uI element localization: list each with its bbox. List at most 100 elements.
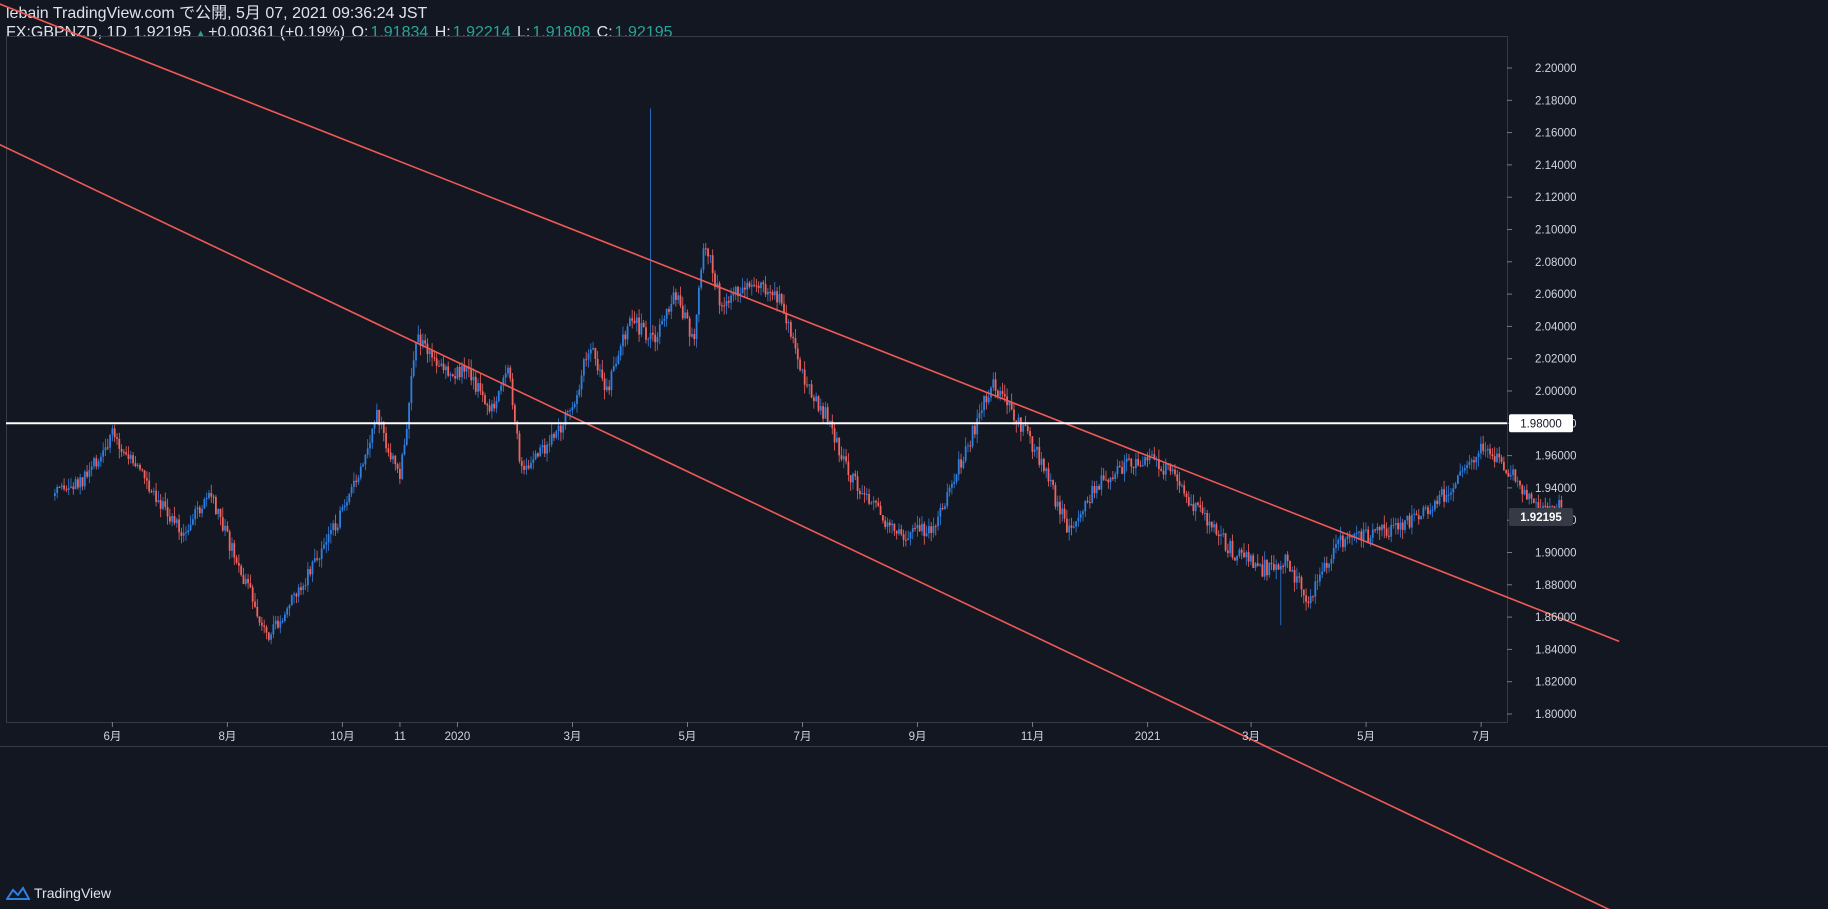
candle-body [838,437,841,456]
candle-body [806,384,808,386]
candle-body [858,490,861,495]
candle-body [76,479,79,488]
candle-body [976,418,979,435]
candle-body [1185,493,1188,498]
candle-body [1279,565,1282,570]
price-tick-label: 2.14000 [1535,160,1577,172]
candle-body [1144,457,1146,465]
candle-body [451,374,454,376]
candle-body [254,601,256,607]
price-tick-label: 2.20000 [1535,63,1577,75]
candle-body [1284,554,1287,567]
candle-body [1183,485,1186,494]
candle-body [582,359,585,376]
level-label: 1.98000 [1520,418,1562,430]
drawing-lines[interactable] [0,0,1620,909]
candle-body [1429,510,1432,514]
candle-body [1371,529,1374,538]
candle-body [532,459,535,463]
candle-body [1238,549,1241,556]
candle-body [1125,458,1128,462]
candle-body [1314,581,1317,597]
candle-body [166,506,169,517]
candle-body [1523,489,1526,495]
candle-body [504,373,507,378]
time-axis[interactable]: 6月 8月 10月 11 2020 3月 5月 7月 9月 11月 2021 3月 5月 7月 [103,722,1490,743]
candle-body [198,507,201,514]
candle-body [877,502,880,506]
candle-body [1022,424,1025,432]
lower-trendline[interactable] [0,133,1619,909]
candle-body [67,487,70,490]
candle-body [116,437,118,439]
candle-body [950,483,953,488]
candle-body [762,282,765,285]
candle-body [1381,524,1383,531]
candle-body [1217,534,1220,537]
candle-body [256,606,259,617]
candle-body [907,538,910,541]
candle-body [1197,502,1199,505]
candle-body [1452,488,1455,493]
candle-body [833,428,836,443]
candle-body [500,385,502,391]
candle-body [442,363,445,371]
candle-body [819,406,822,411]
candle-body [1401,522,1404,530]
candle-body [840,455,843,460]
candle-body [346,502,348,506]
candle-body [923,523,926,537]
candle-body [419,334,422,347]
candle-body [1141,464,1144,466]
candle-body [1208,521,1211,526]
candle-body [573,404,576,408]
candle-body [1353,533,1356,537]
candle-body [872,500,875,503]
candle-body [224,525,226,531]
candle-body [852,473,854,483]
candle-body [812,397,815,402]
candle-body [1427,507,1429,514]
candle-body [325,542,328,545]
candle-body [566,410,569,412]
candle-body [1054,484,1057,507]
candle-body [691,334,693,337]
candle-body [1116,466,1119,475]
candle-body [1413,513,1416,515]
candle-body [1445,494,1448,502]
candle-body [58,486,61,488]
candle-body [753,284,755,286]
upper-trendline[interactable] [0,0,1620,643]
candle-body [242,575,245,585]
candle-body [493,403,496,409]
candle-body [1256,563,1259,566]
candle-body [1404,520,1406,530]
candle-body [435,358,438,366]
candle-body [150,491,153,493]
candle-body [1309,596,1312,604]
price-axis[interactable]: 2.20000 2.18000 2.16000 2.14000 2.12000 2.100… [1507,63,1577,721]
candle-body [1477,453,1480,457]
candle-body [497,390,500,402]
candle-body [628,318,631,327]
candle-body [1433,500,1436,510]
candle-body [336,527,339,531]
candle-body [1307,601,1310,604]
candle-body [895,530,898,534]
candle-body [1105,479,1107,481]
tradingview-logo[interactable]: TradingView [6,885,111,901]
candle-body [309,569,312,575]
candle-body [1003,394,1006,397]
candle-body [302,585,305,591]
candle-body [281,620,284,622]
candle-body [946,492,949,507]
candle-body [962,460,965,468]
candle-body [1222,533,1225,535]
candle-body [1072,526,1075,528]
candle-body [539,447,542,457]
candle-body [757,285,760,289]
candle-body [237,562,240,566]
time-tick-label: 8月 [218,731,236,743]
candle-body [1422,507,1425,517]
